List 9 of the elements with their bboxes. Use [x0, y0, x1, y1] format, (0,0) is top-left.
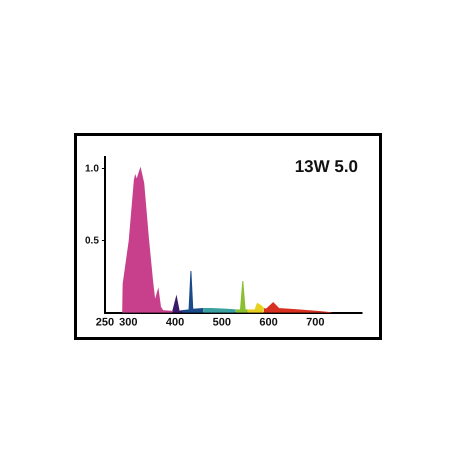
- y-tick-label: 1.0: [84, 163, 100, 174]
- x-tick-label: 400: [166, 316, 184, 328]
- x-tick-label: 700: [306, 316, 324, 328]
- x-tick-label: 600: [259, 316, 278, 328]
- x-tick-label: 300: [119, 316, 138, 328]
- x-tick-label: 250: [96, 316, 114, 328]
- y-tick-label: 0.5: [84, 235, 100, 246]
- x-tick-label: 500: [212, 316, 231, 328]
- chart-title: 13W 5.0: [294, 157, 358, 176]
